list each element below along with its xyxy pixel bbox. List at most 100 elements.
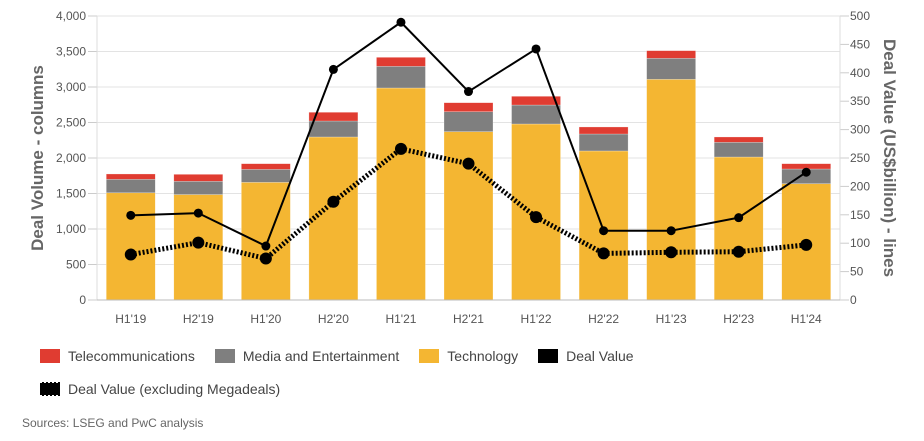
legend-item-deal-value-ex-megadeals[interactable]: Deal Value (excluding Megadeals) <box>40 381 280 397</box>
point-deal-value-6 <box>531 44 541 54</box>
bar-technology-5 <box>443 131 494 301</box>
bar-technology-9 <box>713 156 764 301</box>
y2-tick-label: 200 <box>850 179 870 193</box>
point-deal-value-7 <box>599 226 609 236</box>
y-tick-label: 3,000 <box>56 80 86 94</box>
bar-media-and-entertainment-6 <box>511 104 561 125</box>
bar-telecommunications-2 <box>241 163 291 170</box>
y2-tick-label: 0 <box>850 293 857 307</box>
bar-telecommunications-0 <box>106 173 156 180</box>
point-deal-value-4 <box>396 17 406 27</box>
bar-telecommunications-1 <box>173 174 224 182</box>
technology-swatch <box>419 349 440 363</box>
bar-media-and-entertainment-2 <box>241 169 291 183</box>
point-deal-value-0 <box>126 210 136 220</box>
legend-item-technology[interactable]: Technology <box>419 348 518 364</box>
bar-telecommunications-8 <box>646 50 696 59</box>
x-tick-label: H1'23 <box>656 312 687 326</box>
legend-label: Deal Value (excluding Megadeals) <box>68 381 281 397</box>
x-tick-label: H2'21 <box>453 312 484 326</box>
point-deal-value-excluding-megadeals-2 <box>259 252 272 265</box>
point-deal-value-5 <box>464 87 473 97</box>
y2-tick-label: 300 <box>850 123 870 137</box>
legend-label: Technology <box>447 348 519 364</box>
legend-label: Media and Entertainment <box>242 348 400 364</box>
point-deal-value-1 <box>193 208 203 218</box>
point-deal-value-excluding-megadeals-8 <box>665 246 678 259</box>
deal-value-ex-megadeals-swatch <box>40 381 60 397</box>
x-tick-label: H2'23 <box>723 312 754 326</box>
lines <box>124 17 813 265</box>
point-deal-value-3 <box>328 64 338 74</box>
y2-tick-label: 350 <box>850 94 870 108</box>
y-axis-title: Deal Volume - columns <box>28 65 47 251</box>
bar-telecommunications-6 <box>511 96 561 106</box>
legend-row-2: Deal Value (excluding Megadeals) <box>40 379 900 399</box>
point-deal-value-excluding-megadeals-10 <box>800 238 813 251</box>
bar-telecommunications-5 <box>443 102 494 112</box>
point-deal-value-excluding-megadeals-5 <box>462 157 475 170</box>
point-deal-value-excluding-megadeals-6 <box>530 211 543 224</box>
y-tick-label: 1,500 <box>56 187 86 201</box>
x-tick-label: H1'19 <box>115 312 146 326</box>
y2-tick-label: 500 <box>850 9 870 23</box>
point-deal-value-excluding-megadeals-0 <box>124 248 137 261</box>
bar-technology-3 <box>308 136 359 301</box>
legend-row-1: Telecommunications Media and Entertainme… <box>40 346 900 366</box>
y-tick-label: 3,500 <box>56 45 86 59</box>
x-tick-label: H1'24 <box>791 312 822 326</box>
y-tick-label: 4,000 <box>56 9 86 23</box>
y2-tick-label: 150 <box>850 208 870 222</box>
bar-telecommunications-4 <box>376 57 426 67</box>
legend: Telecommunications Media and Entertainme… <box>40 346 900 412</box>
x-tick-label: H1'21 <box>385 312 416 326</box>
bar-telecommunications-3 <box>308 112 359 122</box>
media-swatch <box>214 349 235 363</box>
bars <box>106 50 831 301</box>
bar-technology-0 <box>106 192 156 301</box>
legend-label: Telecommunications <box>68 348 195 364</box>
x-tick-label: H2'22 <box>588 312 619 326</box>
y-tick-label: 2,500 <box>56 116 86 130</box>
x-tick-label: H1'22 <box>521 312 552 326</box>
point-deal-value-9 <box>734 213 744 223</box>
bar-media-and-entertainment-4 <box>376 66 426 89</box>
bar-media-and-entertainment-8 <box>646 58 696 80</box>
x-tick-label: H2'20 <box>318 312 349 326</box>
x-tick-label: H2'19 <box>183 312 214 326</box>
bar-media-and-entertainment-0 <box>106 179 156 194</box>
x-tick-label: H1'20 <box>250 312 281 326</box>
y-tick-label: 0 <box>79 293 86 307</box>
legend-label: Deal Value <box>566 348 634 364</box>
point-deal-value-2 <box>261 241 271 251</box>
point-deal-value-8 <box>666 226 676 236</box>
bar-technology-4 <box>376 87 426 301</box>
point-deal-value-excluding-megadeals-7 <box>597 247 610 260</box>
deal-value-swatch <box>538 349 559 363</box>
point-deal-value-excluding-megadeals-1 <box>192 236 205 249</box>
y2-tick-label: 100 <box>850 236 870 250</box>
chart: 0 500 1,000 1,500 2,000 2,500 3,000 3,500 4,000 0… <box>28 9 899 326</box>
bar-media-and-entertainment-1 <box>173 181 224 195</box>
bar-technology-7 <box>578 150 629 301</box>
point-deal-value-excluding-megadeals-9 <box>732 245 745 258</box>
y-tick-label: 2,000 <box>56 151 86 165</box>
bar-telecommunications-9 <box>713 136 764 143</box>
bar-technology-8 <box>646 79 696 301</box>
point-deal-value-excluding-megadeals-3 <box>327 195 340 208</box>
legend-item-deal-value[interactable]: Deal Value <box>538 348 634 364</box>
axes: 0 500 1,000 1,500 2,000 2,500 3,000 3,500 4,000 0… <box>56 9 870 326</box>
legend-item-media[interactable]: Media and Entertainment <box>214 348 400 364</box>
bar-media-and-entertainment-3 <box>308 120 359 138</box>
telecommunications-swatch <box>40 349 60 363</box>
legend-item-telecommunications[interactable]: Telecommunications <box>40 348 195 364</box>
bar-media-and-entertainment-7 <box>578 133 629 152</box>
y2-tick-label: 450 <box>850 37 870 51</box>
bar-media-and-entertainment-5 <box>443 111 494 132</box>
bar-telecommunications-7 <box>578 126 629 135</box>
point-deal-value-10 <box>801 167 811 177</box>
y2-tick-label: 400 <box>850 66 870 80</box>
y2-axis-title: Deal Value (US$billion) - lines <box>880 39 899 277</box>
y2-tick-label: 250 <box>850 151 870 165</box>
y-tick-label: 500 <box>66 258 86 272</box>
